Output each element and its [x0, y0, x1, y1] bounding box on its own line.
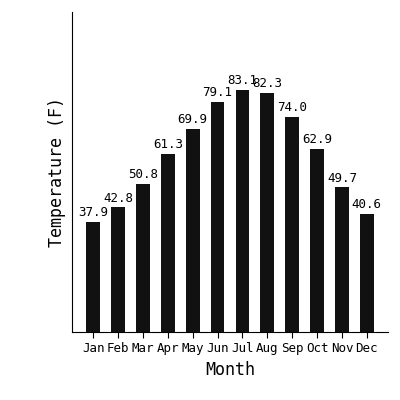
Bar — [186, 129, 200, 332]
Bar — [236, 90, 249, 332]
Text: 49.7: 49.7 — [327, 172, 357, 184]
Bar — [335, 188, 349, 332]
Bar — [310, 149, 324, 332]
Bar — [285, 117, 299, 332]
Bar — [161, 154, 175, 332]
Text: 82.3: 82.3 — [252, 77, 282, 90]
Bar — [86, 222, 100, 332]
Bar — [136, 184, 150, 332]
Text: 61.3: 61.3 — [153, 138, 183, 151]
Text: 74.0: 74.0 — [277, 101, 307, 114]
Text: 83.1: 83.1 — [228, 74, 258, 87]
Y-axis label: Temperature (F): Temperature (F) — [48, 97, 66, 247]
Bar — [260, 92, 274, 332]
Text: 69.9: 69.9 — [178, 113, 208, 126]
Text: 40.6: 40.6 — [352, 198, 382, 211]
Text: 50.8: 50.8 — [128, 168, 158, 181]
Bar — [211, 102, 224, 332]
Bar — [111, 208, 125, 332]
X-axis label: Month: Month — [205, 361, 255, 379]
Text: 79.1: 79.1 — [202, 86, 232, 99]
Text: 62.9: 62.9 — [302, 133, 332, 146]
Bar — [360, 214, 374, 332]
Text: 37.9: 37.9 — [78, 206, 108, 219]
Text: 42.8: 42.8 — [103, 192, 133, 204]
